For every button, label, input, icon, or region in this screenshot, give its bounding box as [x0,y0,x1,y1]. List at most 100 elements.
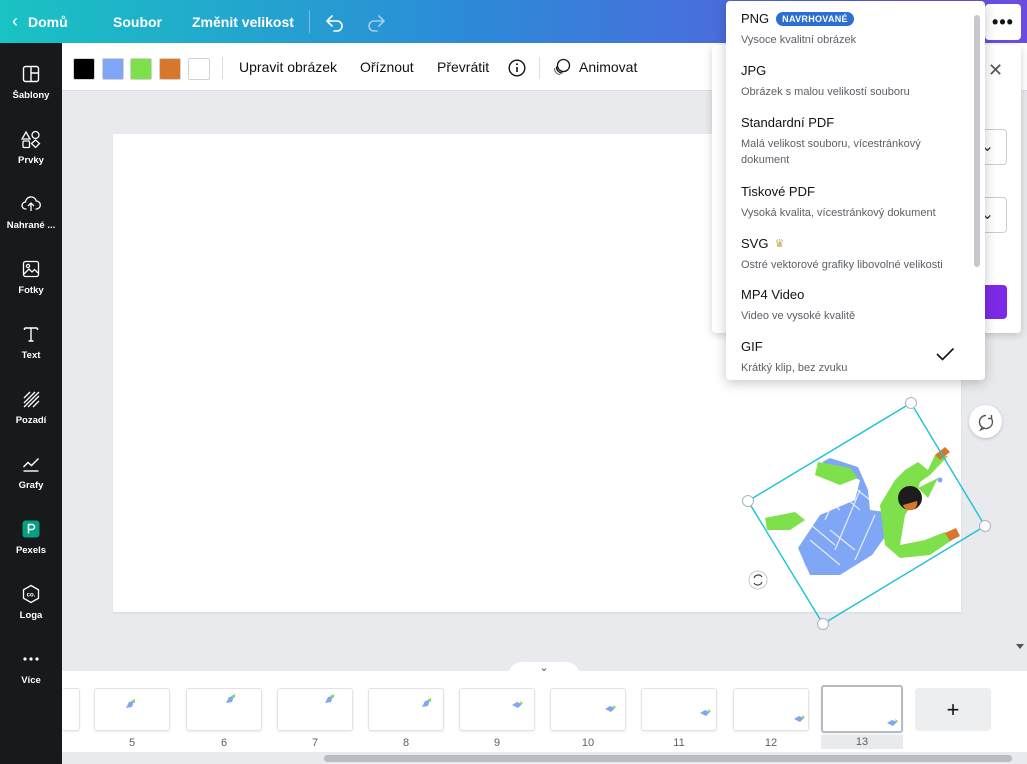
sidebar-item-templates[interactable]: Šablony [0,58,62,118]
page-thumbnail-9[interactable] [459,688,535,731]
sidebar-item-label: Prvky [18,155,44,166]
sidebar-item-uploads[interactable]: Nahrané ... [0,188,62,248]
thumbnail-figure [794,715,805,722]
sidebar-item-photos[interactable]: Fotky [0,253,62,313]
page-thumbnail-13[interactable] [821,685,903,733]
file-type-option-mp4[interactable]: MP4 Video Video ve vysoké kvalitě [741,287,966,324]
more-options-button[interactable]: ••• [985,4,1021,40]
thumbnail-figure [226,694,235,703]
page-number-active: 13 [821,735,903,749]
add-page-button[interactable]: + [915,688,991,731]
page-number: 10 [581,737,595,749]
thumbnail-figure [422,698,431,707]
sidebar-item-text[interactable]: Text [0,318,62,378]
thumbnail-figure [887,719,898,726]
photos-icon [22,260,40,278]
file-type-option-svg[interactable]: SVG ♛ Ostré vektorové grafiky libovolné v… [741,236,966,273]
page-number: 9 [493,737,501,749]
page-thumbnail-12[interactable] [733,688,809,731]
sidebar-item-label: Nahrané ... [6,220,56,231]
sidebar-item-background[interactable]: Pozadí [0,383,62,443]
option-description: Video ve vysoké kvalitě [741,310,856,322]
toolbar-divider [222,57,223,79]
file-type-option-pdf-standard[interactable]: Standardní PDF Malá velikost souboru, ví… [741,115,966,168]
logos-icon: co. [22,584,40,604]
color-swatch-blue[interactable] [102,58,124,80]
animate-label: Animovat [579,59,638,75]
more-icon [23,657,39,661]
animate-button[interactable]: Animovat [552,43,637,91]
topbar-divider [309,10,310,33]
option-title: GIF [741,339,763,354]
home-label: Domů [28,13,68,30]
color-swatch-white[interactable] [188,58,210,80]
file-type-option-pdf-print[interactable]: Tiskové PDF Vysoká kvalita, vícestránkov… [741,184,966,221]
redo-icon[interactable] [364,10,388,34]
crop-button[interactable]: Oříznout [360,59,414,75]
option-description: Vysoce kvalitní obrázek [741,34,857,46]
undo-icon[interactable] [323,10,347,34]
page-strip-scroll-thumb[interactable] [324,755,1012,762]
option-title: JPG [741,63,767,78]
page-thumbnail-7[interactable] [277,688,353,731]
thumbnail-figure [512,701,523,708]
text-icon [23,327,39,342]
regenerate-button[interactable] [969,405,1002,438]
page-number: 7 [311,737,319,749]
option-title: Tiskové PDF [741,184,815,199]
animate-icon [553,58,571,76]
file-menu-button[interactable]: Soubor [113,13,162,30]
page-thumbnail-5[interactable] [94,688,170,731]
close-icon[interactable]: ✕ [988,60,1004,80]
comment-add-icon [978,414,993,431]
file-type-option-jpg[interactable]: JPG Obrázek s malou velikostí souboru [741,63,966,100]
home-button[interactable]: ‹ Domů [12,0,68,43]
sidebar-item-label: Šablony [12,90,50,101]
page-number: 11 [673,737,685,749]
elements-icon [21,130,41,149]
sidebar-item-elements[interactable]: Prvky [0,123,62,183]
edit-image-button[interactable]: Upravit obrázek [239,59,338,75]
flip-button[interactable]: Převrátit [437,59,490,75]
toolbar-divider [539,57,540,79]
sidebar: Šablony Prvky Nahrané ... Fotky Text Poz… [0,43,62,764]
dropdown-scroll-thumb[interactable] [974,15,980,267]
info-icon[interactable] [508,59,526,77]
option-description: Malá velikost souboru, vícestránkový dok… [741,138,921,166]
option-description: Obrázek s malou velikostí souboru [741,86,910,98]
sidebar-item-label: Pexels [15,545,47,556]
chevron-down-icon: ⌄ [539,662,549,674]
dropdown-scrollbar[interactable] [971,3,983,378]
page-thumbnail-partial[interactable] [62,688,80,731]
sidebar-item-more[interactable]: Více [0,643,62,703]
resize-button[interactable]: Změnit velikost [192,13,294,30]
page-number: 5 [128,737,136,749]
option-description: Krátký klip, bez zvuku [741,362,848,374]
sidebar-item-label: Loga [19,610,43,621]
page-thumbnail-8[interactable] [368,688,444,731]
page-thumbnail-11[interactable] [641,688,717,731]
sidebar-item-pexels[interactable]: Pexels [0,513,62,573]
background-icon [23,391,40,408]
collapse-pages-button[interactable]: ⌄ [508,662,580,676]
checkmark-icon [936,347,955,361]
color-swatch-green[interactable] [130,58,152,80]
svg-text:co.: co. [27,593,36,599]
scroll-down-arrow-icon[interactable] [1016,642,1024,650]
file-type-option-png[interactable]: PNG NAVRHOVANÉ Vysoce kvalitní obrázek [741,11,966,48]
page-thumbnail-10[interactable] [550,688,626,731]
page-strip-scrollbar[interactable] [62,752,1027,764]
thumbnail-figure [605,705,616,712]
page-thumbnail-6[interactable] [186,688,262,731]
file-type-option-gif[interactable]: GIF Krátký klip, bez zvuku [741,339,966,376]
option-title: Standardní PDF [741,115,835,130]
option-title: PNG [741,11,770,26]
color-swatch-orange[interactable] [159,58,181,80]
sidebar-item-logos[interactable]: co. Loga [0,578,62,638]
sidebar-item-label: Více [21,675,41,686]
option-description: Vysoká kvalita, vícestránkový dokument [741,207,936,219]
sidebar-item-charts[interactable]: Grafy [0,448,62,508]
page-number: 12 [764,737,778,749]
color-swatch-black[interactable] [73,58,95,80]
upload-icon [21,196,41,211]
